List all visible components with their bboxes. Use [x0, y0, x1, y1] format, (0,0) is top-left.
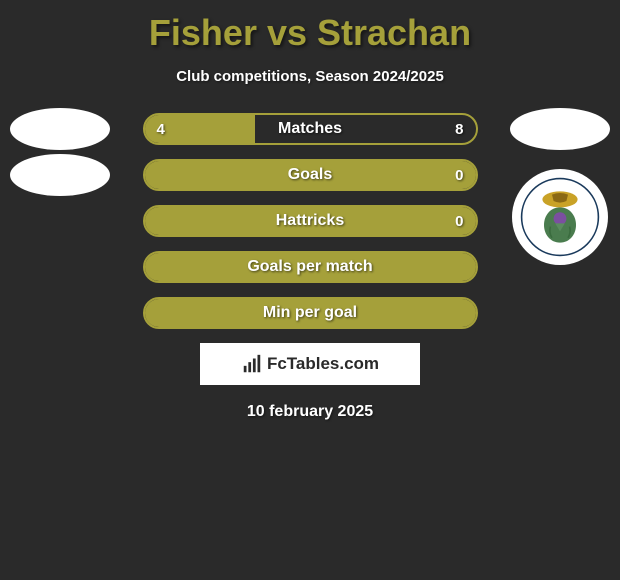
right-player-oval — [510, 108, 610, 150]
stat-row-matches: 4 Matches 8 — [0, 113, 620, 145]
page-title: Fisher vs Strachan — [0, 0, 620, 54]
subtitle: Club competitions, Season 2024/2025 — [0, 68, 620, 85]
stat-label: Goals per match — [145, 258, 476, 276]
watermark-text: FcTables.com — [267, 354, 379, 374]
stats-container: 4 Matches 8 Goals 0 Hattr — [0, 113, 620, 329]
stat-bar-mpg: Min per goal — [143, 297, 478, 329]
stat-value-right: 8 — [455, 121, 463, 138]
left-player-oval — [10, 108, 110, 150]
stat-label: Matches — [145, 120, 476, 138]
stat-value-right: 0 — [455, 213, 463, 230]
stat-label: Hattricks — [145, 212, 476, 230]
date-text: 10 february 2025 — [0, 403, 620, 421]
chart-bars-icon — [241, 353, 263, 375]
stat-bar-goals: Goals 0 — [143, 159, 478, 191]
stat-label: Min per goal — [145, 304, 476, 322]
stat-bar-gpm: Goals per match — [143, 251, 478, 283]
stat-bar-matches: 4 Matches 8 — [143, 113, 478, 145]
left-player-oval-2 — [10, 154, 110, 196]
stat-row-gpm: Goals per match — [0, 251, 620, 283]
stat-value-right: 0 — [455, 167, 463, 184]
stat-bar-hattricks: Hattricks 0 — [143, 205, 478, 237]
stat-row-mpg: Min per goal — [0, 297, 620, 329]
stat-row-hattricks: Hattricks 0 — [0, 205, 620, 237]
watermark: FcTables.com — [200, 343, 420, 385]
stat-label: Goals — [145, 166, 476, 184]
